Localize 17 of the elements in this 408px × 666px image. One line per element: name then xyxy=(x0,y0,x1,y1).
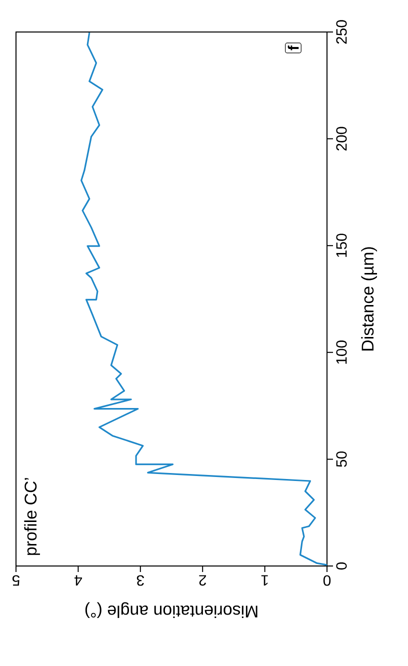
y-tick-label: 150 xyxy=(336,234,347,257)
y-tick-label: 200 xyxy=(336,126,347,151)
y-axis-title: Distance (µm) xyxy=(361,247,377,350)
line-series xyxy=(80,32,328,566)
x-tick-label: 1 xyxy=(261,575,268,586)
x-tick-label: 4 xyxy=(74,575,82,586)
x-tick-label: 0 xyxy=(323,575,331,586)
y-tick-label: 250 xyxy=(336,20,347,44)
y-tick-label: 100 xyxy=(336,340,347,364)
y-tick-label: 0 xyxy=(336,562,347,570)
annotation: f xyxy=(288,45,299,50)
x-tick-label: 2 xyxy=(199,575,206,586)
x-tick-label: 5 xyxy=(12,575,20,586)
annotation: profile CC’ xyxy=(24,478,40,555)
x-tick-label: 3 xyxy=(136,575,144,586)
y-tick-label: 50 xyxy=(336,451,347,467)
x-axis-title: Misorientation angle (°) xyxy=(85,602,258,618)
